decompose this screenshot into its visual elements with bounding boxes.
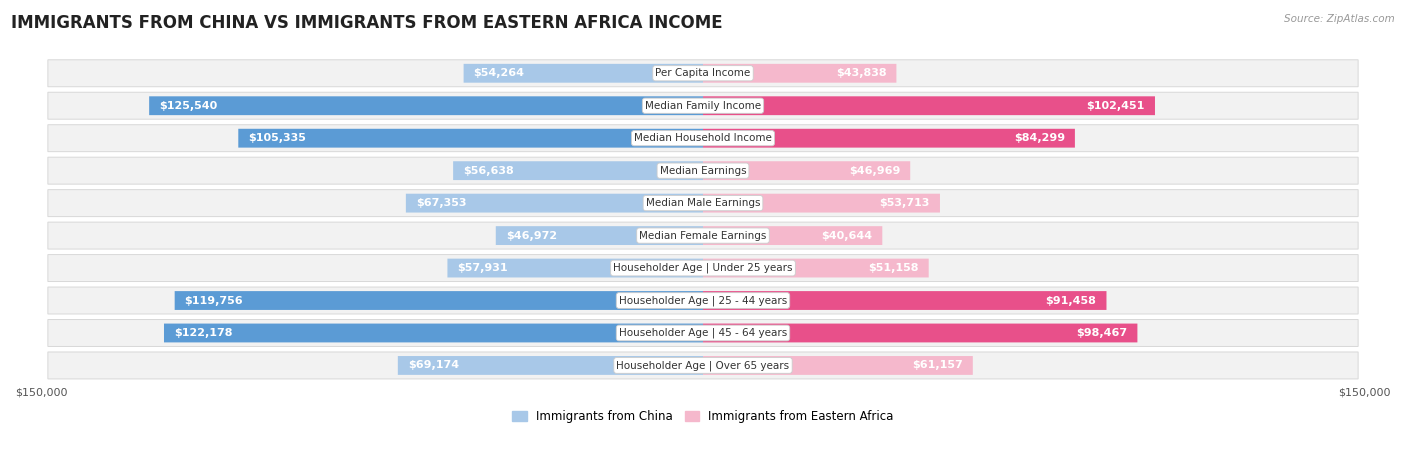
Text: $40,644: $40,644	[821, 231, 872, 241]
Text: Median Earnings: Median Earnings	[659, 166, 747, 176]
Text: $57,931: $57,931	[457, 263, 508, 273]
Text: Median Female Earnings: Median Female Earnings	[640, 231, 766, 241]
Text: Source: ZipAtlas.com: Source: ZipAtlas.com	[1284, 14, 1395, 24]
FancyBboxPatch shape	[703, 259, 929, 277]
Text: Householder Age | 45 - 64 years: Householder Age | 45 - 64 years	[619, 328, 787, 338]
FancyBboxPatch shape	[703, 64, 897, 83]
FancyBboxPatch shape	[703, 96, 1154, 115]
Text: Householder Age | Under 25 years: Householder Age | Under 25 years	[613, 263, 793, 273]
Text: $105,335: $105,335	[249, 133, 307, 143]
FancyBboxPatch shape	[238, 129, 703, 148]
Text: $61,157: $61,157	[912, 361, 963, 370]
Text: Per Capita Income: Per Capita Income	[655, 68, 751, 78]
FancyBboxPatch shape	[48, 287, 1358, 314]
Text: $84,299: $84,299	[1014, 133, 1064, 143]
FancyBboxPatch shape	[48, 255, 1358, 282]
FancyBboxPatch shape	[48, 319, 1358, 347]
FancyBboxPatch shape	[398, 356, 703, 375]
FancyBboxPatch shape	[703, 129, 1076, 148]
Text: $119,756: $119,756	[184, 296, 243, 305]
Text: Median Household Income: Median Household Income	[634, 133, 772, 143]
Text: $56,638: $56,638	[463, 166, 513, 176]
FancyBboxPatch shape	[703, 291, 1107, 310]
Text: $98,467: $98,467	[1077, 328, 1128, 338]
Text: $69,174: $69,174	[408, 361, 458, 370]
FancyBboxPatch shape	[174, 291, 703, 310]
Text: $102,451: $102,451	[1087, 101, 1144, 111]
Text: Median Family Income: Median Family Income	[645, 101, 761, 111]
FancyBboxPatch shape	[48, 157, 1358, 184]
FancyBboxPatch shape	[48, 352, 1358, 379]
FancyBboxPatch shape	[703, 356, 973, 375]
FancyBboxPatch shape	[48, 125, 1358, 152]
Text: $53,713: $53,713	[880, 198, 929, 208]
FancyBboxPatch shape	[496, 226, 703, 245]
Text: Median Male Earnings: Median Male Earnings	[645, 198, 761, 208]
FancyBboxPatch shape	[48, 190, 1358, 217]
Text: $54,264: $54,264	[474, 68, 524, 78]
FancyBboxPatch shape	[703, 194, 941, 212]
FancyBboxPatch shape	[703, 161, 910, 180]
Text: $43,838: $43,838	[835, 68, 886, 78]
FancyBboxPatch shape	[703, 324, 1137, 342]
FancyBboxPatch shape	[447, 259, 703, 277]
Text: $46,969: $46,969	[849, 166, 900, 176]
FancyBboxPatch shape	[48, 92, 1358, 119]
FancyBboxPatch shape	[406, 194, 703, 212]
Text: $67,353: $67,353	[416, 198, 467, 208]
Text: $122,178: $122,178	[174, 328, 232, 338]
FancyBboxPatch shape	[149, 96, 703, 115]
Text: $125,540: $125,540	[159, 101, 218, 111]
Text: Householder Age | Over 65 years: Householder Age | Over 65 years	[616, 360, 790, 371]
Legend: Immigrants from China, Immigrants from Eastern Africa: Immigrants from China, Immigrants from E…	[508, 405, 898, 428]
Text: IMMIGRANTS FROM CHINA VS IMMIGRANTS FROM EASTERN AFRICA INCOME: IMMIGRANTS FROM CHINA VS IMMIGRANTS FROM…	[11, 14, 723, 32]
FancyBboxPatch shape	[165, 324, 703, 342]
Text: Householder Age | 25 - 44 years: Householder Age | 25 - 44 years	[619, 295, 787, 306]
Text: $46,972: $46,972	[506, 231, 557, 241]
Text: $51,158: $51,158	[869, 263, 918, 273]
Text: $91,458: $91,458	[1046, 296, 1097, 305]
FancyBboxPatch shape	[703, 226, 883, 245]
FancyBboxPatch shape	[48, 222, 1358, 249]
FancyBboxPatch shape	[453, 161, 703, 180]
FancyBboxPatch shape	[48, 60, 1358, 87]
FancyBboxPatch shape	[464, 64, 703, 83]
